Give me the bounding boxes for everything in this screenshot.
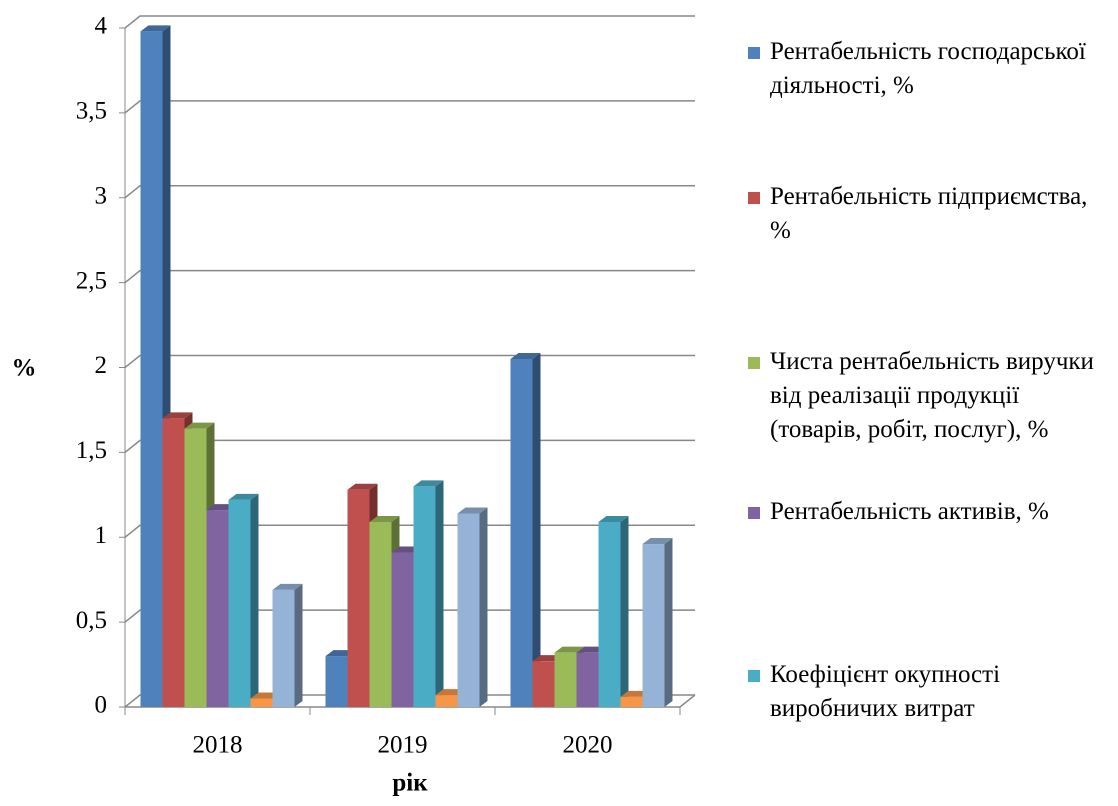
bar [510, 359, 533, 707]
bar-side [479, 507, 488, 707]
legend-label: Рентабельність підприємства, % [770, 183, 1088, 244]
bar-top [642, 538, 673, 545]
x-tick-label: 2018 [193, 732, 243, 759]
grid-line [124, 354, 695, 369]
legend-swatch [748, 192, 760, 204]
bar-side [664, 538, 673, 707]
bar [140, 31, 163, 707]
bar [272, 589, 295, 707]
bar [228, 499, 251, 707]
legend-swatch [748, 670, 760, 682]
y-tick-label: 1,5 [76, 437, 107, 464]
x-axis-label: рік [392, 770, 428, 797]
bar [162, 418, 185, 707]
bar [532, 661, 555, 707]
y-tick-label: 3,5 [76, 98, 107, 125]
bar [325, 656, 348, 707]
legend-item: Рентабельність активів, % [748, 495, 1108, 529]
x-tick-label: 2020 [563, 732, 613, 759]
chart: % рік 0 0,5 1 1,5 2 2,5 3 3,5 4 2018 2019 2020 [12, 13, 696, 797]
bar-side [294, 583, 303, 707]
legend-label: Чиста рентабельність виручки від реаліза… [770, 348, 1094, 443]
bar [206, 510, 229, 707]
bar-top [457, 507, 488, 514]
bar-side [532, 353, 541, 707]
bar-top [272, 583, 303, 590]
grid-line [124, 439, 695, 453]
bar-top [369, 515, 400, 522]
legend-item: Коефіцієнт окупності виробничих витрат [748, 658, 1108, 726]
grid-line [124, 524, 695, 538]
y-tick-label: 4 [95, 13, 108, 40]
bar-top [510, 353, 541, 360]
bar [369, 521, 392, 707]
y-tick-label: 0,5 [76, 607, 107, 634]
y-tick-label: 3 [95, 182, 108, 209]
legend-swatch [748, 507, 760, 519]
bar [435, 695, 458, 707]
grid-line [124, 694, 695, 708]
grid-line [124, 609, 695, 623]
grid-line [124, 15, 695, 29]
y-tick-label: 2,5 [76, 267, 107, 294]
legend-label: Рентабельність активів, % [770, 498, 1049, 525]
bar [642, 544, 665, 707]
bar-top [184, 422, 215, 429]
y-tick-label: 0 [95, 692, 108, 719]
bar [250, 698, 273, 707]
bar-top [413, 480, 444, 487]
legend-label: Коефіцієнт окупності виробничих витрат [770, 661, 1001, 722]
x-tick-label: 2019 [378, 732, 428, 759]
bar-side [250, 493, 259, 707]
grid-line [124, 100, 695, 114]
legend-item: Чиста рентабельність виручки від реаліза… [748, 345, 1108, 447]
bar-top [140, 25, 171, 32]
bar-top [162, 412, 193, 419]
bar [391, 552, 414, 707]
legend-item: Рентабельність господарської діяльності,… [748, 35, 1108, 103]
bar [620, 696, 643, 707]
grid-line [124, 185, 695, 199]
y-tick-label: 1 [95, 522, 108, 549]
grid-line [124, 269, 695, 284]
bar [413, 486, 436, 707]
bar [576, 652, 599, 707]
y-axis-label: % [12, 355, 37, 382]
bar [598, 521, 621, 707]
bar-side [435, 480, 444, 707]
bar [554, 652, 577, 707]
legend-swatch [748, 357, 760, 369]
legend-swatch [748, 47, 760, 59]
bar-side [620, 515, 629, 707]
y-tick-label: 2 [95, 352, 108, 379]
bar [347, 489, 370, 707]
bar [457, 513, 480, 707]
legend-item: Рентабельність підприємства, % [748, 180, 1108, 248]
bar-top [554, 646, 585, 653]
bar [184, 428, 207, 707]
bar-top [228, 493, 259, 500]
bar-top [347, 483, 378, 490]
bar-top [598, 515, 629, 522]
legend-label: Рентабельність господарської діяльності,… [770, 38, 1086, 99]
